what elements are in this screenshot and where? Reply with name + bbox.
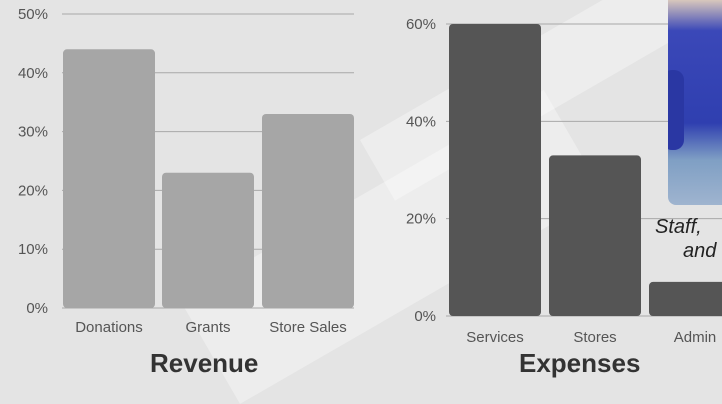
x-category-label: Stores: [573, 329, 616, 346]
x-category-label: Store Sales: [269, 319, 347, 336]
bar-donations: [63, 49, 155, 308]
staff-photo: [668, 0, 722, 205]
y-tick-label: 10%: [18, 241, 48, 258]
y-tick-label: 0%: [414, 308, 436, 325]
y-tick-label: 0%: [26, 300, 48, 317]
y-tick-label: 40%: [406, 113, 436, 130]
y-tick-label: 60%: [406, 16, 436, 33]
x-category-label: Grants: [185, 319, 230, 336]
expenses-chart-svg: 0% 20% 40% 60% Services Stores Admin: [406, 16, 722, 346]
bar-store-sales: [262, 113, 354, 309]
revenue-chart-svg: 0% 10% 20% 30% 40% 50% Donations Grants Store Sa…: [18, 6, 354, 336]
expenses-chart: 0% 20% 40% 60% Services Stores Admin: [406, 16, 722, 346]
y-tick-label: 50%: [18, 6, 48, 23]
bar-stores: [549, 155, 641, 316]
revenue-chart: 0% 10% 20% 30% 40% 50% Donations Grants Store Sa…: [18, 6, 354, 336]
y-tick-label: 40%: [18, 65, 48, 82]
x-category-label: Donations: [75, 319, 143, 336]
caption-line-2: and: [683, 240, 717, 262]
revenue-chart-title: Revenue: [150, 348, 259, 378]
y-tick-label: 30%: [18, 124, 48, 141]
photo-figure: [668, 70, 684, 150]
caption-line-1: Staff,: [655, 216, 702, 238]
x-category-label: Services: [466, 329, 524, 346]
bar-admin: [649, 281, 722, 316]
expenses-chart-title: Expenses: [519, 348, 641, 378]
bar-grants: [162, 172, 254, 308]
photo-caption: Staff, and: [655, 215, 722, 263]
y-tick-label: 20%: [18, 182, 48, 199]
bar-services: [449, 24, 541, 316]
y-tick-label: 20%: [406, 211, 436, 228]
x-category-label: Admin: [674, 329, 717, 346]
